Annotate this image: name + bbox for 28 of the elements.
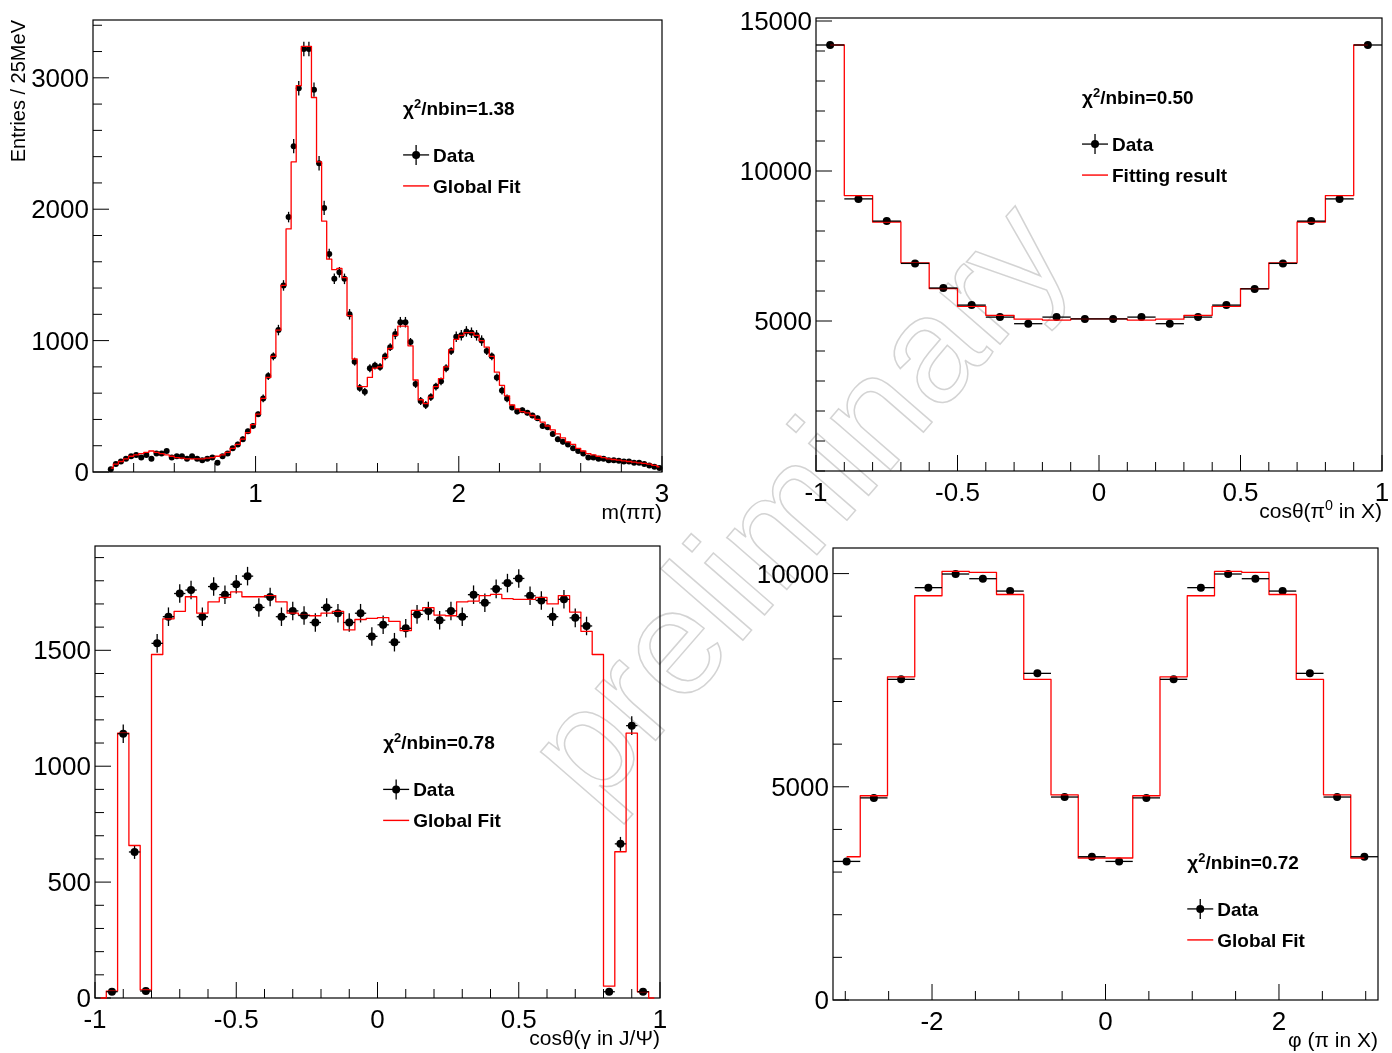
x-tick-label: 1 — [248, 478, 263, 508]
y-tick-label: 1000 — [33, 751, 91, 782]
y-tick-label: 1500 — [33, 635, 91, 666]
legend-label: Data — [1217, 898, 1259, 920]
y-tick-label: 1000 — [31, 325, 89, 356]
y-axis-title: Entries / 25MeV — [7, 19, 29, 163]
x-tick-label: 0.5 — [500, 1004, 537, 1034]
legend-label: Data — [1112, 133, 1154, 155]
annotation: χ$^{2}$/nbin=0.72 — [1187, 849, 1299, 873]
legend-label: Data — [413, 779, 455, 801]
x-tick-label: 2 — [451, 478, 467, 508]
y-tick-label: 0 — [74, 457, 89, 488]
legend-label: Fitting result — [1112, 164, 1228, 186]
annotation: χ$^{2}$/nbin=0.50 — [1082, 84, 1194, 109]
annotation: χ$^{2}$/nbin=1.38 — [403, 95, 515, 119]
y-tick-label: 15000 — [739, 6, 812, 37]
y-tick-label: 2000 — [31, 194, 89, 225]
x-tick-label: -2 — [920, 1006, 944, 1036]
x-tick-label: 0.5 — [1222, 477, 1259, 507]
x-tick-label: 2 — [1271, 1006, 1287, 1036]
y-tick-label: 500 — [47, 867, 91, 898]
x-tick-label: 0 — [370, 1004, 385, 1034]
x-axis-title: φ (π in X) — [1288, 1028, 1378, 1051]
y-tick-label: 3000 — [31, 62, 89, 93]
x-tick-label: 0 — [1098, 1006, 1113, 1036]
legend-label: Data — [433, 144, 475, 166]
x-tick-label: -0.5 — [213, 1004, 259, 1034]
legend-label: Global Fit — [1217, 929, 1306, 951]
